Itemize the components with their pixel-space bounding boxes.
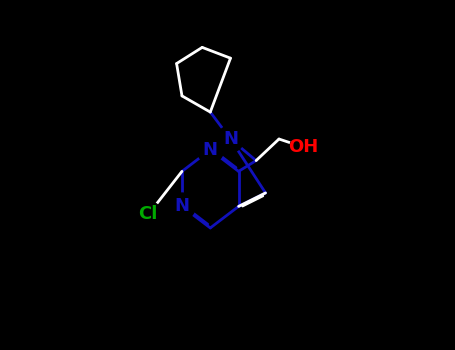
Circle shape	[169, 193, 195, 220]
Circle shape	[217, 126, 244, 152]
Text: N: N	[203, 141, 218, 159]
Text: OH: OH	[288, 138, 318, 156]
Text: N: N	[174, 197, 189, 215]
Circle shape	[197, 136, 223, 163]
Circle shape	[135, 201, 162, 228]
Text: N: N	[223, 130, 238, 148]
Text: Cl: Cl	[139, 205, 158, 224]
Circle shape	[290, 134, 317, 160]
